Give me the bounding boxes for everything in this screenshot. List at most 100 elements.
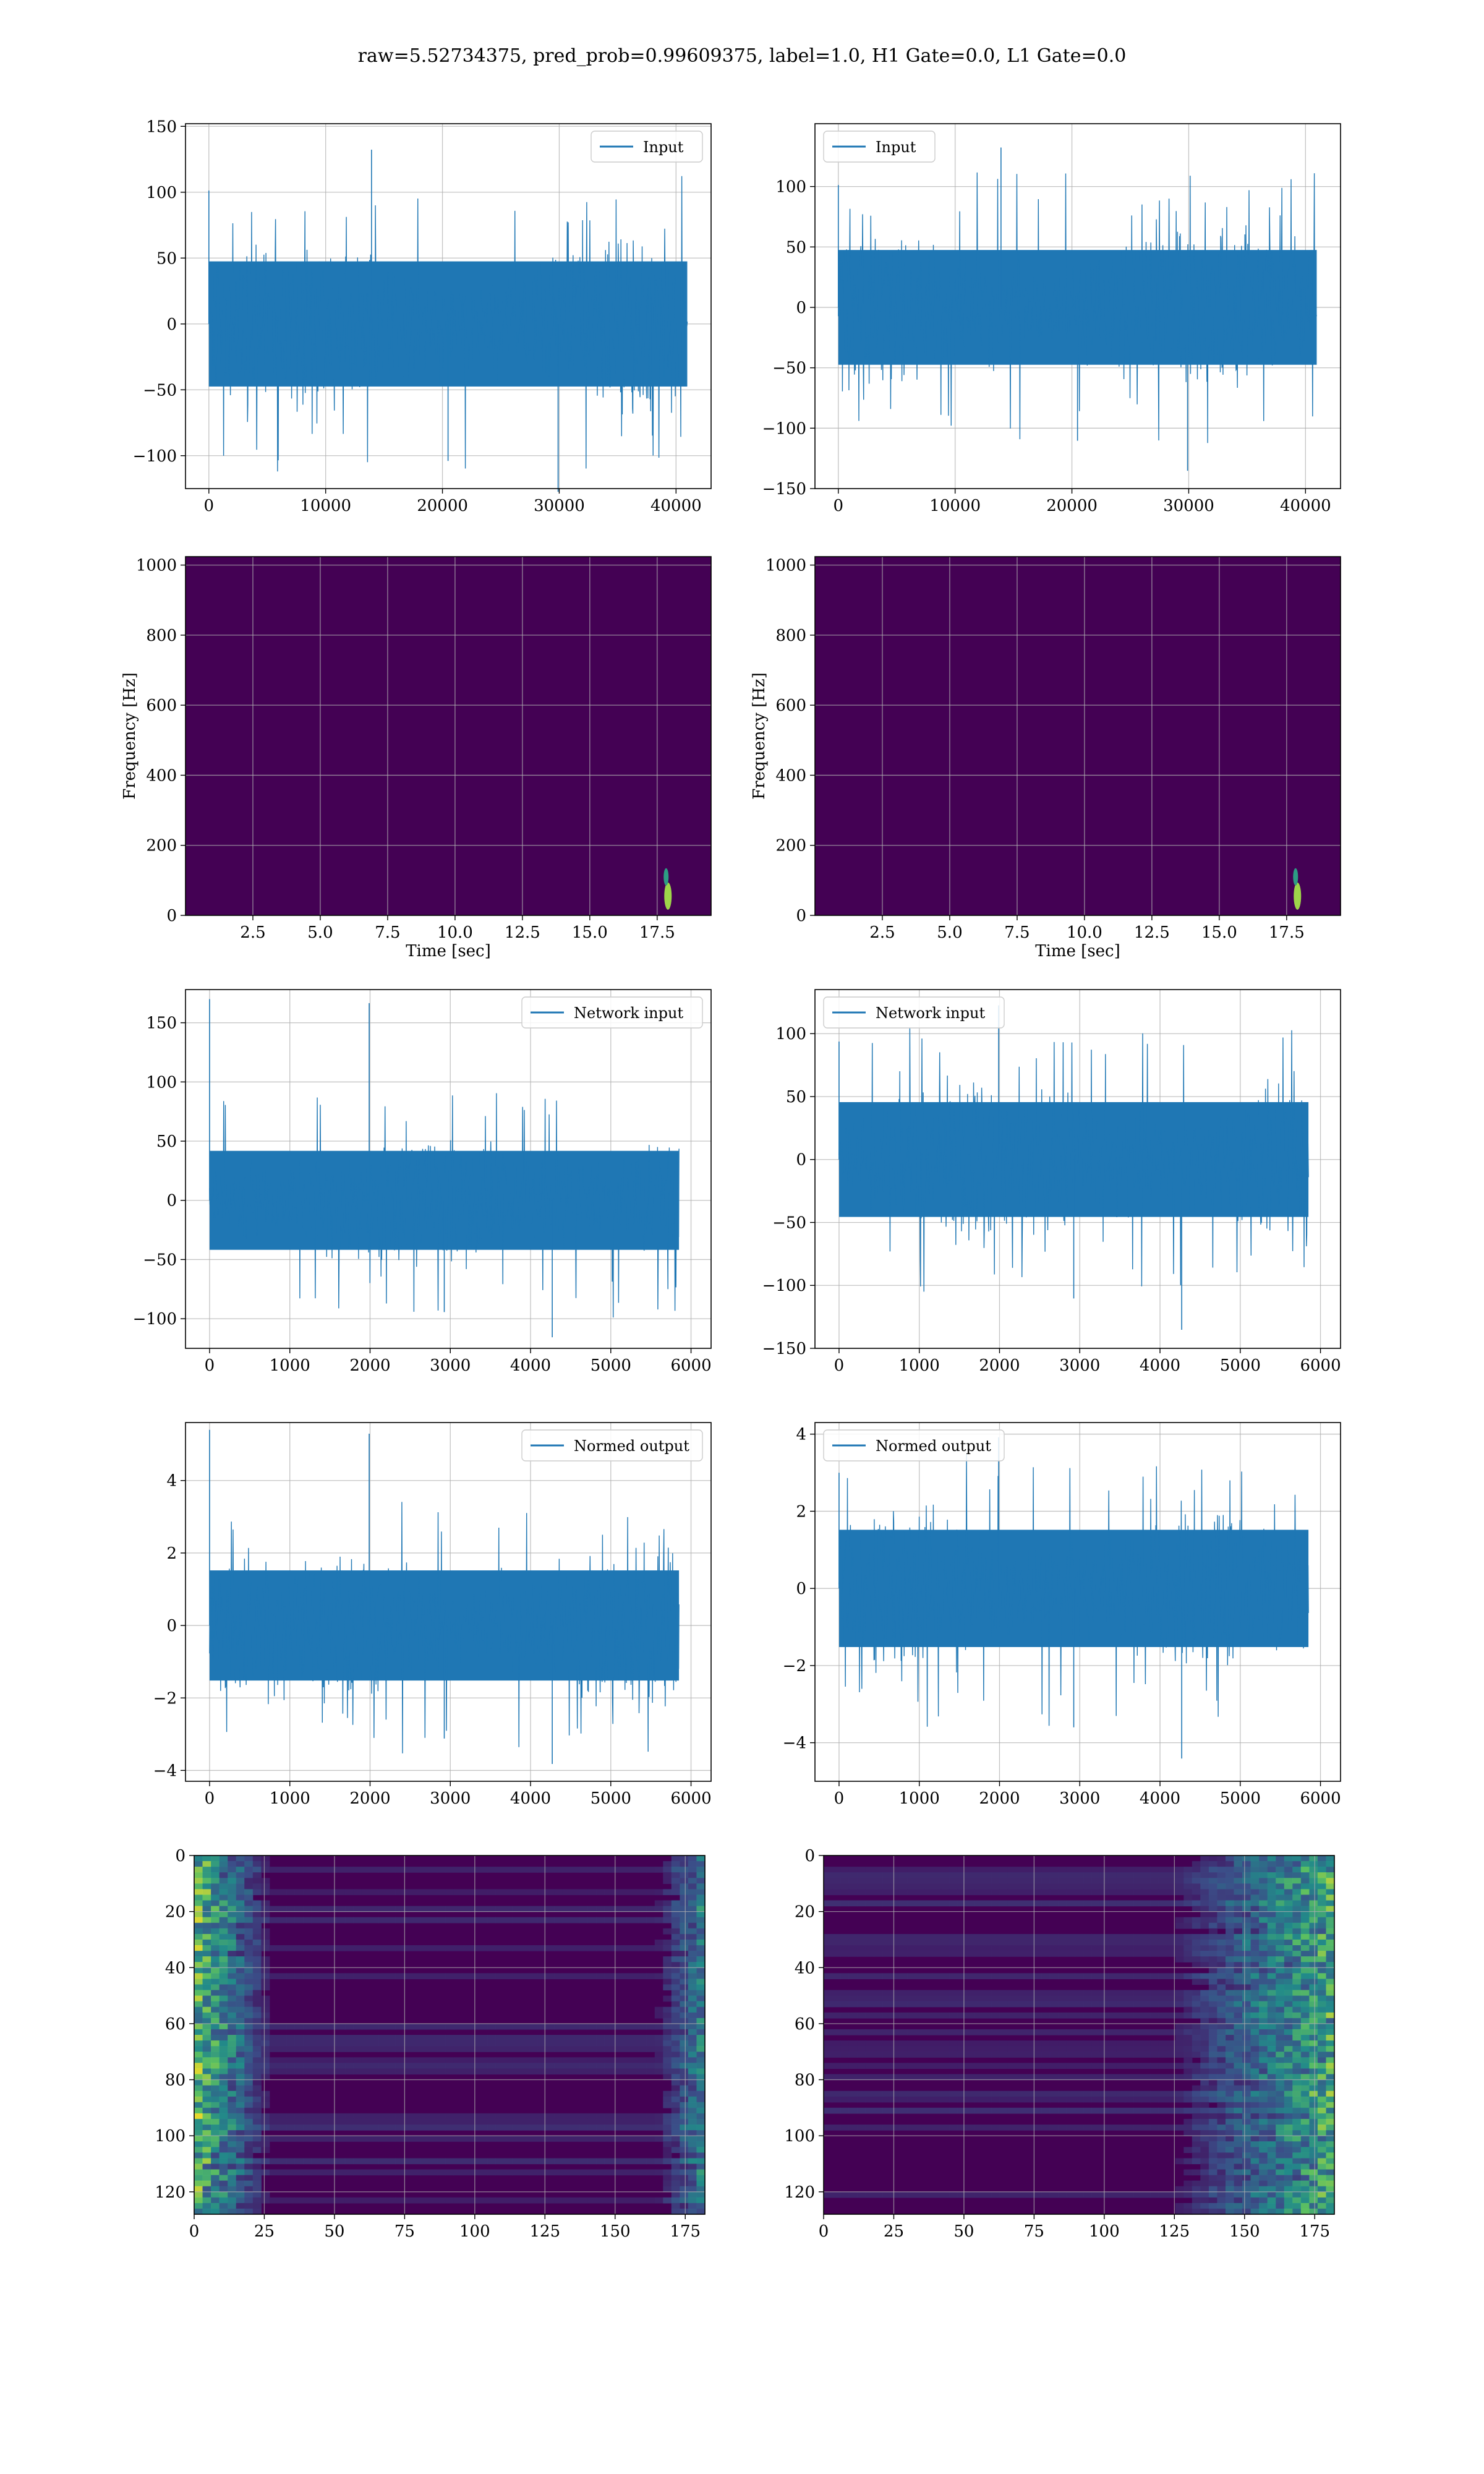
heatmap-cell [696, 2018, 706, 2024]
heatmap-cell [545, 2023, 555, 2030]
heatmap-cell [579, 1906, 588, 1912]
x-tick-label: 15.0 [572, 923, 608, 942]
heatmap-cell [202, 1995, 211, 2002]
y-tick-label: −100 [133, 447, 177, 466]
heatmap-cell [613, 1867, 622, 1873]
heatmap-cell [696, 1951, 706, 1957]
heatmap-cell [252, 2063, 262, 2069]
heatmap-cell [244, 1973, 254, 1979]
heatmap-cell [512, 2023, 521, 2030]
heatmap-cell [604, 2023, 613, 2030]
heatmap-cell [688, 1973, 697, 1979]
heatmap-cell [236, 1867, 245, 1873]
heatmap-cell [671, 1872, 680, 1878]
heatmap-cell [211, 1945, 220, 1951]
heatmap-cell [236, 1973, 245, 1979]
heatmap-cell [654, 1889, 663, 1896]
heatmap-cell [613, 1889, 622, 1896]
heatmap-cell [696, 2052, 706, 2058]
x-tick-label: 5.0 [937, 923, 962, 942]
heatmap-cell [680, 1928, 689, 1935]
heatmap-cell [663, 1861, 672, 1867]
heatmap-cell [303, 1945, 312, 1951]
x-tick-label: 2000 [349, 1356, 390, 1375]
heatmap-cell [479, 1867, 488, 1873]
y-tick-label: 200 [775, 837, 806, 855]
heatmap-cell [219, 1933, 228, 1940]
heatmap-cell [529, 1917, 538, 1924]
heatmap-cell [278, 1973, 287, 1979]
heatmap-cell [688, 2040, 697, 2047]
heatmap-cell [445, 2035, 454, 2041]
heatmap-cell [680, 1906, 689, 1912]
heatmap-cell [537, 1917, 547, 1924]
heatmap-cell [512, 1889, 521, 1896]
heatmap-cell [429, 2023, 438, 2030]
heatmap-cell [252, 2057, 262, 2063]
heatmap-cell [680, 1951, 689, 1957]
heatmap-cell [211, 1990, 220, 1997]
heatmap-cell [445, 1867, 454, 1873]
chirp-mark [664, 882, 672, 910]
heatmap-cell [696, 1962, 706, 1968]
heatmap-cell [202, 1867, 211, 1873]
heatmap-cell [378, 1906, 387, 1912]
heatmap-cell [228, 2012, 237, 2019]
heatmap-cell [479, 1889, 488, 1896]
heatmap-cell [688, 1917, 697, 1924]
heatmap-cell [244, 1872, 254, 1878]
heatmap-cell [202, 1962, 211, 1968]
heatmap-cell [554, 1867, 563, 1873]
heatmap-cell [696, 1933, 706, 1940]
heatmap-cell [194, 1856, 203, 1862]
heatmap-cell [286, 2068, 296, 2075]
heatmap-cell [353, 2035, 362, 2041]
heatmap-cell [261, 1967, 270, 1974]
heatmap-cell [663, 2006, 672, 2013]
heatmap-cell [252, 1984, 262, 1991]
x-tick-label: 40000 [650, 497, 702, 515]
heatmap-cell [336, 1906, 346, 1912]
heatmap-cell [537, 1867, 547, 1873]
heatmap-cell [688, 2063, 697, 2069]
heatmap-cell [688, 2006, 697, 2013]
heatmap-cell [696, 1967, 706, 1974]
heatmap-cell [663, 2018, 672, 2024]
heatmap-cell [244, 2046, 254, 2052]
heatmap-cell [386, 2068, 396, 2075]
heatmap-cell [194, 1861, 203, 1867]
heatmap-cell [529, 1889, 538, 1896]
heatmap-cell [554, 2035, 563, 2041]
heatmap-cell [286, 2063, 296, 2069]
heatmap-cell [202, 2063, 211, 2069]
heatmap-cell [537, 2057, 547, 2063]
heatmap-cell [202, 1973, 211, 1979]
heatmap-cell [294, 1867, 304, 1873]
heatmap-cell [320, 2063, 329, 2069]
heatmap-cell [244, 2035, 254, 2041]
x-tick-label: 2000 [979, 1356, 1020, 1375]
heatmap-cell [453, 2068, 463, 2075]
heatmap-cell [680, 2023, 689, 2030]
heatmap-cell [437, 2068, 446, 2075]
heatmap-cell [571, 2035, 580, 2041]
heatmap-cell [211, 1911, 220, 1918]
heatmap-cell [529, 2046, 538, 2052]
y-tick-label: 600 [146, 696, 177, 715]
heatmap-cell [211, 2001, 220, 2008]
heatmap-cell [479, 2023, 488, 2030]
heatmap-cell [688, 1861, 697, 1867]
heatmap-cell [688, 1911, 697, 1918]
heatmap-cell [244, 1861, 254, 1867]
heatmap-cell [211, 1883, 220, 1890]
heatmap-cell [696, 2029, 706, 2035]
heatmap-cell [495, 1973, 505, 1979]
heatmap-cell [696, 1945, 706, 1951]
heatmap-cell [571, 1867, 580, 1873]
heatmap-cell [688, 2023, 697, 2030]
x-tick-label: 3000 [430, 1356, 471, 1375]
heatmap-cell [579, 2023, 588, 2030]
heatmap-cell [228, 1911, 237, 1918]
heatmap-cell [529, 1945, 538, 1951]
heatmap-cell [479, 1917, 488, 1924]
